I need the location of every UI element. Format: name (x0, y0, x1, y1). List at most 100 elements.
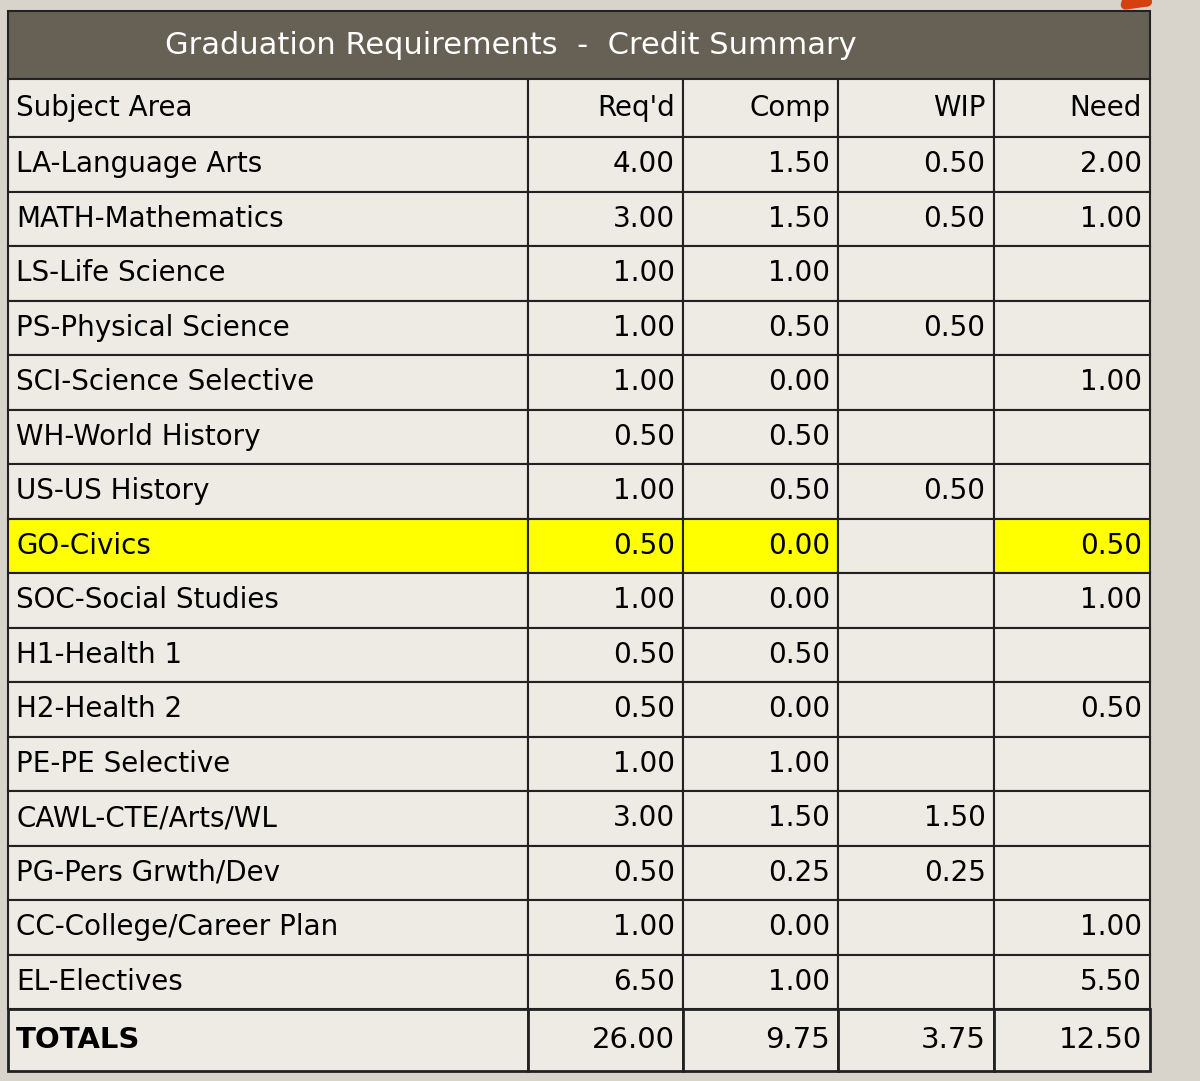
Bar (8, 900, 528, 955)
Bar (683, 464, 839, 519)
Text: Req'd: Req'd (598, 94, 674, 122)
Text: Comp: Comp (749, 94, 830, 122)
Text: PE-PE Selective: PE-PE Selective (16, 750, 230, 777)
Bar (839, 845, 994, 900)
Bar (528, 900, 683, 955)
Text: 0.50: 0.50 (768, 423, 830, 451)
Bar (8, 1009, 528, 1071)
Bar (994, 410, 1150, 464)
Bar (528, 682, 683, 736)
Bar (8, 191, 528, 246)
Bar (994, 1009, 1150, 1071)
Text: 0.00: 0.00 (768, 913, 830, 942)
Text: LS-Life Science: LS-Life Science (16, 259, 226, 288)
Text: 3.00: 3.00 (613, 804, 674, 832)
Text: Graduation Requirements  -  Credit Summary: Graduation Requirements - Credit Summary (164, 30, 857, 59)
Bar (839, 410, 994, 464)
Text: 3.75: 3.75 (920, 1026, 985, 1054)
Text: 0.25: 0.25 (768, 858, 830, 886)
Bar (683, 736, 839, 791)
Bar (8, 791, 528, 845)
Text: LA-Language Arts: LA-Language Arts (16, 150, 263, 178)
Bar (994, 79, 1150, 137)
Bar (994, 137, 1150, 191)
Text: 0.50: 0.50 (1080, 695, 1142, 723)
Text: 1.00: 1.00 (768, 967, 830, 996)
Text: 6.50: 6.50 (613, 967, 674, 996)
Bar (8, 519, 528, 573)
Text: SCI-Science Selective: SCI-Science Selective (16, 369, 314, 397)
Bar (683, 627, 839, 682)
Text: 1.00: 1.00 (1080, 586, 1142, 614)
Bar (8, 355, 528, 410)
Bar (839, 137, 994, 191)
Bar (994, 301, 1150, 355)
Bar (683, 573, 839, 627)
Text: WH-World History: WH-World History (16, 423, 260, 451)
Bar (8, 137, 528, 191)
Bar (994, 519, 1150, 573)
Bar (839, 682, 994, 736)
Bar (528, 246, 683, 301)
Bar (994, 246, 1150, 301)
Text: 0.00: 0.00 (768, 369, 830, 397)
Text: 1.00: 1.00 (613, 369, 674, 397)
Text: 0.50: 0.50 (924, 477, 985, 505)
Text: 5.50: 5.50 (1080, 967, 1142, 996)
Bar (683, 845, 839, 900)
Text: Subject Area: Subject Area (16, 94, 192, 122)
Bar (839, 355, 994, 410)
Text: 2.00: 2.00 (1080, 150, 1142, 178)
Text: 0.50: 0.50 (613, 423, 674, 451)
Text: 0.50: 0.50 (924, 150, 985, 178)
Text: 0.50: 0.50 (1080, 532, 1142, 560)
Bar (683, 137, 839, 191)
Text: 1.00: 1.00 (613, 313, 674, 342)
Text: CAWL-CTE/Arts/WL: CAWL-CTE/Arts/WL (16, 804, 277, 832)
Bar (8, 464, 528, 519)
Text: SOC-Social Studies: SOC-Social Studies (16, 586, 278, 614)
Text: 0.50: 0.50 (768, 477, 830, 505)
Text: 1.50: 1.50 (768, 150, 830, 178)
Text: 4.00: 4.00 (613, 150, 674, 178)
Bar (839, 519, 994, 573)
Bar (528, 1009, 683, 1071)
Text: H1-Health 1: H1-Health 1 (16, 641, 182, 669)
Text: 0.00: 0.00 (768, 532, 830, 560)
Bar (683, 682, 839, 736)
Text: MATH-Mathematics: MATH-Mathematics (16, 204, 283, 232)
Bar (839, 791, 994, 845)
Bar (994, 627, 1150, 682)
Bar (683, 191, 839, 246)
Text: WIP: WIP (934, 94, 985, 122)
Bar (839, 301, 994, 355)
Bar (839, 246, 994, 301)
Bar (839, 464, 994, 519)
Text: 0.25: 0.25 (924, 858, 985, 886)
Bar (683, 246, 839, 301)
Text: 9.75: 9.75 (766, 1026, 830, 1054)
Bar (683, 900, 839, 955)
Bar (528, 464, 683, 519)
Bar (528, 301, 683, 355)
Bar (528, 845, 683, 900)
Bar (839, 79, 994, 137)
Bar (528, 519, 683, 573)
Bar (528, 736, 683, 791)
Text: PS-Physical Science: PS-Physical Science (16, 313, 289, 342)
Bar (839, 955, 994, 1009)
Bar (994, 736, 1150, 791)
Bar (994, 900, 1150, 955)
Bar (994, 682, 1150, 736)
Text: 26.00: 26.00 (592, 1026, 674, 1054)
Text: 1.00: 1.00 (613, 586, 674, 614)
Text: 1.00: 1.00 (613, 259, 674, 288)
Bar (839, 900, 994, 955)
Bar (528, 410, 683, 464)
Text: 0.50: 0.50 (613, 641, 674, 669)
Bar (839, 736, 994, 791)
Bar (8, 11, 1150, 79)
Bar (839, 573, 994, 627)
Bar (683, 410, 839, 464)
Bar (528, 627, 683, 682)
